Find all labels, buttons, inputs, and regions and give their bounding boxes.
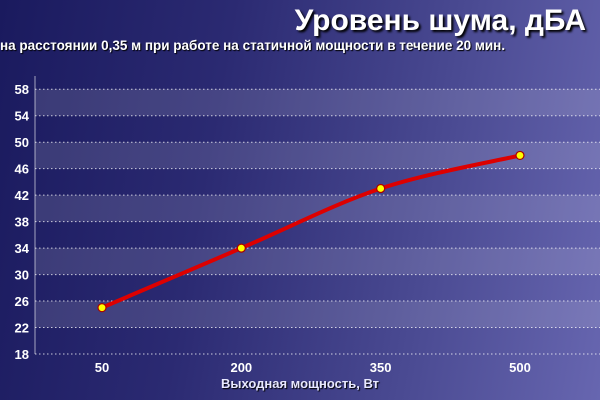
grid-band bbox=[35, 89, 600, 116]
grid-band bbox=[35, 195, 600, 222]
chart-subtitle: на расстоянии 0,35 м при работе на стати… bbox=[0, 38, 506, 53]
data-point bbox=[236, 243, 246, 253]
x-tick-label: 200 bbox=[230, 360, 252, 375]
data-point bbox=[97, 303, 107, 313]
series-line bbox=[100, 153, 522, 310]
y-tick-label: 38 bbox=[15, 215, 29, 230]
y-tick-label: 18 bbox=[15, 347, 29, 362]
y-tick-label: 50 bbox=[15, 135, 29, 150]
y-tick-label: 42 bbox=[15, 188, 29, 203]
grid-band bbox=[35, 142, 600, 169]
y-tick-label: 54 bbox=[15, 109, 30, 124]
y-tick-label: 22 bbox=[15, 321, 29, 336]
grid-band bbox=[35, 301, 600, 328]
chart-title: Уровень шума, дБА bbox=[294, 4, 586, 37]
data-point bbox=[376, 183, 386, 194]
y-tick-label: 34 bbox=[15, 241, 30, 256]
grid-band bbox=[35, 248, 600, 275]
x-axis-label: Выходная мощность, Вт bbox=[220, 376, 380, 391]
data-point bbox=[515, 150, 525, 161]
y-tick-label: 58 bbox=[15, 82, 29, 97]
y-tick-label: 26 bbox=[15, 294, 29, 309]
x-tick-label: 500 bbox=[509, 360, 531, 375]
x-tick-label: 350 bbox=[370, 360, 392, 375]
y-tick-label: 46 bbox=[15, 162, 29, 177]
x-tick-label: 50 bbox=[95, 360, 109, 375]
y-tick-label: 30 bbox=[15, 268, 29, 283]
